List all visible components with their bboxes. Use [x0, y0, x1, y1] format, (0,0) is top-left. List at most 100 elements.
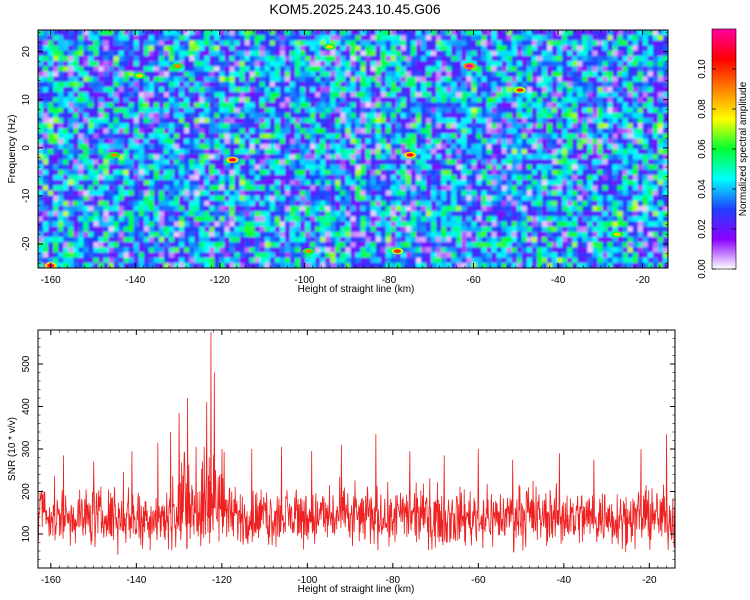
heatmap-cell	[184, 169, 190, 176]
heatmap-cell	[547, 66, 553, 72]
heatmap-cell	[63, 190, 69, 197]
heatmap-cell	[310, 190, 316, 197]
heatmap-cell	[315, 30, 321, 36]
heatmap-cell	[48, 154, 54, 160]
heatmap-cell	[325, 205, 331, 212]
heatmap-cell	[315, 61, 321, 67]
heatmap-cell	[189, 92, 195, 98]
heatmap-cell	[461, 107, 467, 114]
heatmap-cell	[189, 66, 195, 72]
heatmap-cell	[652, 107, 659, 114]
heatmap-cell	[531, 50, 538, 57]
heatmap-cell	[567, 226, 573, 233]
heatmap-cell	[340, 133, 347, 140]
heatmap-cell	[63, 149, 69, 155]
heatmap-cell	[451, 117, 457, 124]
heatmap-cell	[521, 216, 528, 223]
heatmap-cell	[637, 143, 644, 150]
heatmap-cell	[153, 123, 160, 129]
heatmap-cell	[254, 92, 261, 98]
heatmap-cell	[511, 107, 518, 114]
heatmap-cell	[68, 61, 74, 67]
heatmap-cell	[602, 40, 609, 47]
heatmap-cell	[108, 226, 115, 233]
heatmap-cell	[526, 61, 533, 67]
heatmap-cell	[179, 117, 185, 124]
heatmap-cell	[224, 55, 231, 62]
heatmap-cell	[632, 164, 639, 171]
heatmap-cell	[642, 61, 649, 67]
heatmap-cell	[446, 66, 452, 72]
heatmap-cell	[542, 133, 548, 140]
heatmap-cell	[466, 164, 473, 171]
heatmap-cell	[295, 159, 301, 166]
heatmap-cell	[153, 128, 160, 135]
heatmap-cell	[174, 190, 180, 197]
heatmap-cell	[234, 112, 241, 119]
heatmap-cell	[567, 117, 573, 124]
heatmap-cell	[461, 45, 467, 52]
heatmap-cell	[350, 174, 357, 181]
heatmap-cell	[552, 66, 558, 72]
heatmap-cell	[189, 50, 195, 57]
heatmap-cell	[451, 231, 457, 238]
heatmap-cell	[355, 117, 362, 124]
heatmap-cell	[416, 66, 422, 72]
heatmap-cell	[390, 92, 397, 98]
heatmap-cell	[572, 97, 578, 104]
heatmap-cell	[199, 211, 205, 217]
heatmap-cell	[607, 154, 614, 160]
heatmap-cell	[380, 117, 387, 124]
heatmap-cell	[239, 185, 246, 191]
heatmap-cell	[421, 211, 427, 217]
heatmap-cell	[174, 226, 180, 233]
heatmap-cell	[138, 117, 145, 124]
heatmap-cell	[279, 50, 286, 57]
heatmap-cell	[98, 86, 105, 93]
heatmap-cell	[461, 231, 467, 238]
heatmap-cell	[632, 45, 639, 52]
heatmap-cell	[224, 123, 231, 129]
heatmap-cell	[370, 55, 377, 62]
heatmap-cell	[264, 169, 271, 176]
heatmap-cell	[637, 174, 644, 181]
heatmap-cell	[103, 107, 110, 114]
heatmap-cell	[521, 102, 528, 109]
heatmap-cell	[451, 164, 457, 171]
heatmap-cell	[320, 107, 326, 114]
heatmap-cell	[461, 117, 467, 124]
heatmap-cell	[622, 149, 629, 155]
heatmap-cell	[320, 40, 326, 47]
heatmap-cell	[58, 35, 64, 41]
heatmap-cell	[244, 81, 251, 88]
heatmap-cell	[562, 185, 568, 191]
heatmap-cell	[400, 117, 407, 124]
heatmap-cell	[637, 92, 644, 98]
heatmap-cell	[249, 159, 256, 166]
heatmap-cell	[259, 128, 266, 135]
heatmap-cell	[204, 211, 210, 217]
heatmap-cell	[78, 221, 84, 228]
heatmap-cell	[224, 195, 231, 202]
heatmap-cell	[476, 30, 483, 36]
heatmap-cell	[385, 174, 392, 181]
heatmap-cell	[496, 133, 503, 140]
heatmap-cell	[506, 40, 513, 47]
heatmap-cell	[98, 117, 105, 124]
heatmap-cell	[63, 138, 69, 145]
heatmap-cell	[506, 86, 513, 93]
heatmap-cell	[169, 55, 175, 62]
figure-title: KOM5.2025.243.10.45.G06	[269, 1, 440, 17]
heatmap-cell	[133, 35, 140, 41]
heatmap-cell	[78, 174, 84, 181]
heatmap-cell	[542, 112, 548, 119]
heatmap-cell	[73, 45, 79, 52]
heatmap-cell	[274, 149, 281, 155]
heatmap-cell	[491, 185, 498, 191]
heatmap-cell	[73, 200, 79, 207]
heatmap-cell	[446, 164, 452, 171]
heatmap-cell	[259, 81, 266, 88]
heatmap-cell	[476, 143, 483, 150]
heatmap-cell	[526, 102, 533, 109]
heatmap-cell	[174, 71, 180, 78]
